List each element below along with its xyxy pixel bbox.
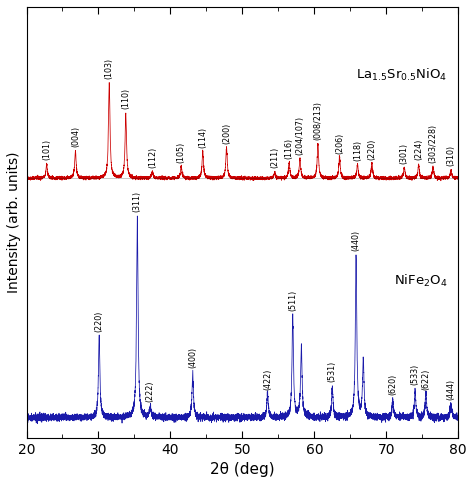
Text: (531): (531) <box>328 361 337 382</box>
Text: (204/107): (204/107) <box>295 116 304 155</box>
Text: (224): (224) <box>414 139 423 160</box>
Text: (511): (511) <box>288 290 297 311</box>
Text: (444): (444) <box>447 379 456 400</box>
X-axis label: 2θ (deg): 2θ (deg) <box>210 462 275 477</box>
Text: (114): (114) <box>198 127 207 148</box>
Text: (103): (103) <box>105 58 114 79</box>
Text: (222): (222) <box>146 380 155 402</box>
Text: (422): (422) <box>263 368 272 390</box>
Text: (220): (220) <box>367 139 376 160</box>
Text: (220): (220) <box>95 311 104 332</box>
Text: (118): (118) <box>353 140 362 161</box>
Text: (116): (116) <box>285 137 294 159</box>
Text: (206): (206) <box>335 133 344 154</box>
Text: NiFe$_2$O$_4$: NiFe$_2$O$_4$ <box>394 272 447 288</box>
Text: (101): (101) <box>42 139 51 160</box>
Text: (311): (311) <box>133 191 142 212</box>
Text: (301): (301) <box>400 142 409 164</box>
Y-axis label: Intensity (arb. units): Intensity (arb. units) <box>7 151 21 293</box>
Text: (303/228): (303/228) <box>428 124 438 163</box>
Text: (004): (004) <box>71 126 80 147</box>
Text: (620): (620) <box>388 374 397 395</box>
Text: (440): (440) <box>352 230 361 251</box>
Text: (008/213): (008/213) <box>313 101 322 140</box>
Text: (211): (211) <box>270 146 279 167</box>
Text: (105): (105) <box>177 141 186 163</box>
Text: La$_{1.5}$Sr$_{0.5}$NiO$_4$: La$_{1.5}$Sr$_{0.5}$NiO$_4$ <box>356 67 447 84</box>
Text: (112): (112) <box>148 147 157 168</box>
Text: (533): (533) <box>410 364 419 385</box>
Text: (200): (200) <box>222 123 231 144</box>
Text: (310): (310) <box>447 145 456 166</box>
Text: (400): (400) <box>188 347 197 367</box>
Text: (110): (110) <box>121 88 130 109</box>
Text: (622): (622) <box>421 369 430 390</box>
